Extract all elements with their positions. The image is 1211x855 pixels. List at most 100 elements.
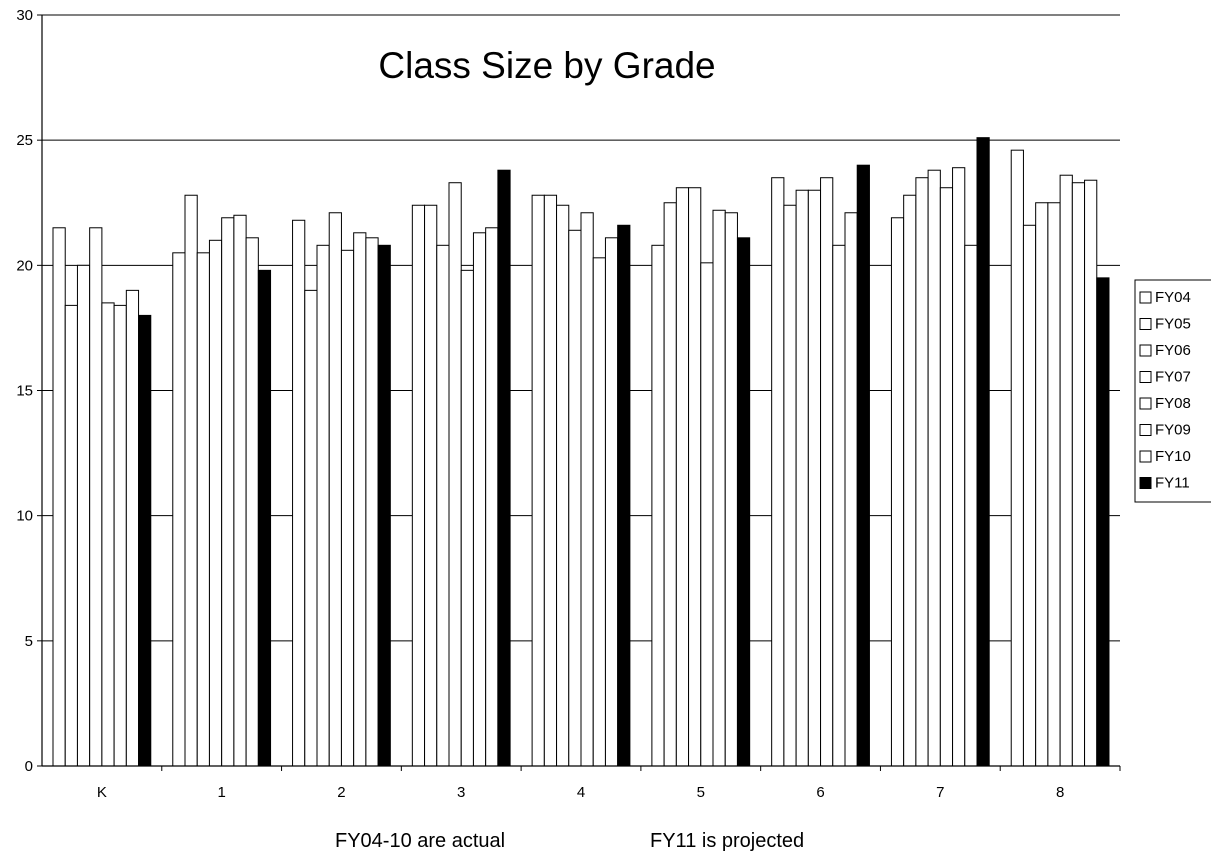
bar-fy04-grade-5 (651, 244, 665, 767)
bar-fy10-grade-8 (1084, 179, 1098, 767)
legend-swatch-fy07 (1139, 371, 1152, 383)
bar-fy04-grade-2 (292, 219, 306, 767)
legend-swatch-fy11 (1139, 477, 1152, 489)
y-tick-label: 5 (25, 633, 33, 650)
bar-fy07-grade-5 (688, 187, 702, 767)
bar-fy08-grade-8 (1059, 174, 1073, 767)
legend-label-fy04: FY04 (1155, 289, 1191, 306)
bar-fy05-grade-4 (543, 194, 558, 767)
bar-fy08-grade-7 (939, 187, 954, 767)
legend-swatch-fy08 (1139, 397, 1152, 410)
bar-fy08-grade-4 (580, 212, 594, 767)
bar-fy06-grade-7 (915, 177, 929, 767)
x-tick-label: 5 (697, 784, 705, 801)
bar-fy09-grade-7 (952, 167, 966, 767)
bar-fy11-grade-7 (976, 137, 990, 767)
bar-fy11-grade-1 (257, 269, 272, 767)
y-tick-label: 10 (16, 508, 33, 525)
x-tick-label: 6 (816, 784, 824, 801)
legend-label-fy11: FY11 (1155, 475, 1190, 492)
bar-fy05-grade-5 (663, 202, 677, 767)
bar-fy06-grade-3 (436, 244, 450, 767)
bar-fy07-grade-3 (448, 182, 462, 767)
bar-fy10-grade-7 (964, 244, 978, 767)
bar-fy07-grade-2 (328, 212, 342, 767)
tick-labels: 0 5 10 15 20 25 30 K 1 2 3 4 5 6 7 8 (16, 7, 1064, 801)
y-tick-label: 20 (16, 257, 33, 274)
legend-box (1134, 279, 1211, 503)
x-tick-label: 3 (457, 784, 465, 801)
bar-fy05-grade-k (64, 304, 78, 767)
bar-fy06-grade-2 (316, 244, 330, 767)
bar-fy08-grade-5 (700, 262, 714, 767)
legend-swatch-fy06 (1139, 344, 1152, 357)
bar-fy10-grade-4 (604, 237, 619, 767)
x-tick-label: K (97, 784, 107, 801)
bar-fy10-grade-1 (245, 237, 259, 767)
bar-fy09-grade-2 (353, 232, 367, 767)
bar-fy10-grade-5 (724, 212, 738, 767)
bar-fy09-grade-3 (472, 232, 487, 767)
y-tick-label: 25 (16, 132, 33, 149)
legend-label-fy08: FY08 (1155, 395, 1191, 412)
bar-fy08-grade-k (101, 302, 115, 767)
legend: FY04 FY05 FY06 FY07 FY08 FY09 FY10 FY11 (1134, 279, 1211, 503)
bar-fy10-grade-k (125, 289, 140, 767)
bar-fy10-grade-2 (365, 237, 379, 767)
bar-fy07-grade-7 (927, 169, 941, 767)
x-tick-label: 2 (337, 784, 345, 801)
bar-fy11-grade-3 (497, 169, 511, 767)
bar-fy07-grade-4 (568, 229, 582, 767)
bar-fy07-grade-k (89, 227, 103, 767)
chart-title: Class Size by Grade (378, 45, 715, 86)
bar-fy08-grade-6 (820, 177, 834, 767)
bar-fy09-grade-4 (592, 257, 606, 767)
bars (52, 137, 1110, 767)
legend-label-fy07: FY07 (1155, 369, 1191, 386)
bar-fy06-grade-6 (795, 189, 809, 767)
y-tick-label: 30 (16, 7, 33, 24)
bar-fy05-grade-2 (304, 289, 318, 767)
bar-fy11-grade-2 (377, 244, 391, 767)
x-tick-label: 8 (1056, 784, 1064, 801)
bar-fy07-grade-1 (208, 239, 223, 767)
bar-fy09-grade-8 (1071, 182, 1086, 767)
bar-fy11-grade-5 (736, 237, 751, 767)
bar-fy04-grade-8 (1010, 149, 1024, 767)
bar-fy08-grade-1 (221, 217, 235, 767)
bar-fy09-grade-1 (233, 214, 247, 767)
bar-fy06-grade-5 (675, 187, 690, 767)
bar-fy09-grade-k (113, 304, 127, 767)
legend-label-fy10: FY10 (1155, 448, 1191, 465)
bar-fy05-grade-6 (783, 204, 797, 767)
x-tick-label: 4 (577, 784, 585, 801)
bar-fy06-grade-k (76, 264, 91, 767)
bar-fy09-grade-5 (712, 209, 726, 767)
y-tick-label: 0 (25, 758, 33, 775)
legend-label-fy09: FY09 (1155, 422, 1191, 439)
bar-fy04-grade-4 (531, 194, 545, 767)
bar-fy04-grade-3 (411, 204, 426, 767)
x-tick-label: 7 (936, 784, 944, 801)
bar-fy05-grade-3 (424, 204, 438, 767)
bar-fy06-grade-4 (556, 204, 570, 767)
bar-fy10-grade-3 (485, 227, 499, 767)
legend-label-fy06: FY06 (1155, 342, 1191, 359)
bar-fy05-grade-8 (1022, 224, 1037, 767)
legend-swatch-fy09 (1139, 424, 1152, 436)
note-projected: FY11 is projected (650, 830, 805, 852)
bar-fy04-grade-6 (771, 177, 785, 767)
bar-fy07-grade-6 (807, 189, 822, 767)
bar-fy09-grade-6 (832, 244, 846, 767)
x-tick-label: 1 (217, 784, 225, 801)
legend-swatch-fy04 (1139, 291, 1152, 304)
bar-fy04-grade-1 (172, 252, 186, 767)
bar-fy06-grade-8 (1035, 202, 1049, 767)
bar-fy11-grade-6 (856, 164, 870, 767)
bar-fy08-grade-2 (340, 249, 355, 767)
axes (37, 14, 1121, 771)
y-tick-label: 15 (16, 383, 33, 400)
bar-fy10-grade-6 (844, 212, 858, 767)
bar-fy05-grade-7 (903, 194, 917, 767)
